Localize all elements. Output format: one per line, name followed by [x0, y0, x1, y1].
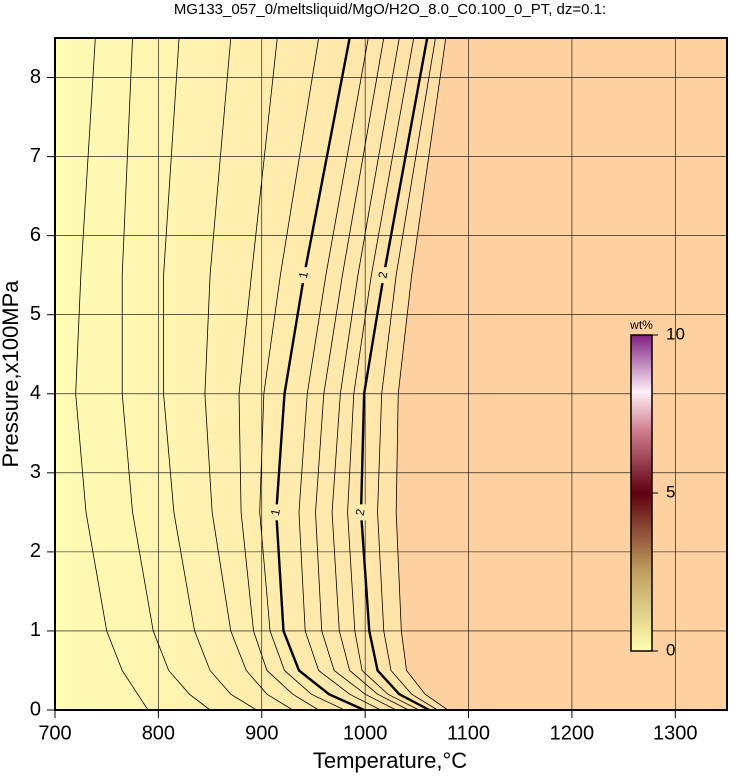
- y-tick-label: 0: [30, 698, 41, 720]
- x-tick-label: 800: [142, 722, 175, 744]
- contour-line: [259, 37, 345, 711]
- contour-major: [275, 37, 365, 712]
- contour-line: [238, 37, 319, 711]
- contour-line: [347, 37, 420, 711]
- plot-frame: [54, 37, 728, 711]
- contour-label-bg: [377, 267, 390, 284]
- contour-line: [121, 37, 211, 711]
- colorbar-tick-label: 0: [666, 640, 675, 659]
- contour-line: [298, 37, 381, 711]
- x-tick-label: 1300: [653, 722, 698, 744]
- contour-label-bg: [298, 267, 311, 284]
- y-tick-label: 3: [30, 461, 41, 483]
- colorbar-tick-label: 5: [666, 482, 675, 501]
- y-tick-label: 5: [30, 303, 41, 325]
- y-axis-label: Pressure,x100MPa: [0, 280, 23, 468]
- colorbar-tick-label: 10: [666, 324, 685, 343]
- colorbar: [630, 334, 653, 652]
- contour-label: 2: [375, 270, 390, 279]
- y-tick-label: 8: [30, 66, 41, 88]
- y-tick-label: 2: [30, 540, 41, 562]
- x-tick-label: 1100: [447, 722, 490, 744]
- y-tick-label: 7: [30, 145, 41, 167]
- colorbar-label: wt%: [629, 318, 653, 332]
- x-tick-label: 700: [38, 722, 71, 744]
- chart-title: MG133_057_0/meltsliquid/MgO/H2O_8.0_C0.1…: [174, 1, 606, 18]
- y-tick-label: 6: [30, 224, 41, 246]
- contour-label: 1: [268, 507, 283, 516]
- x-tick-label: 900: [245, 722, 278, 744]
- contour-label-bg: [355, 504, 368, 521]
- contour-line: [377, 37, 438, 711]
- contour-line: [315, 37, 397, 711]
- contour-major: [359, 37, 430, 712]
- x-tick-label: 1000: [343, 722, 388, 744]
- y-tick-label: 1: [30, 619, 41, 641]
- contour-line: [395, 37, 449, 711]
- contour-label: 2: [353, 507, 368, 516]
- y-tick-label: 4: [30, 382, 41, 404]
- x-axis-label: Temperature,°C: [313, 748, 467, 773]
- contour-line: [163, 37, 257, 711]
- contour-line: [204, 37, 293, 711]
- contour-label: 1: [296, 270, 311, 279]
- contour-label-bg: [270, 504, 283, 521]
- contour-line: [331, 37, 409, 711]
- contour-line: [75, 37, 149, 711]
- x-tick-label: 1200: [550, 722, 595, 744]
